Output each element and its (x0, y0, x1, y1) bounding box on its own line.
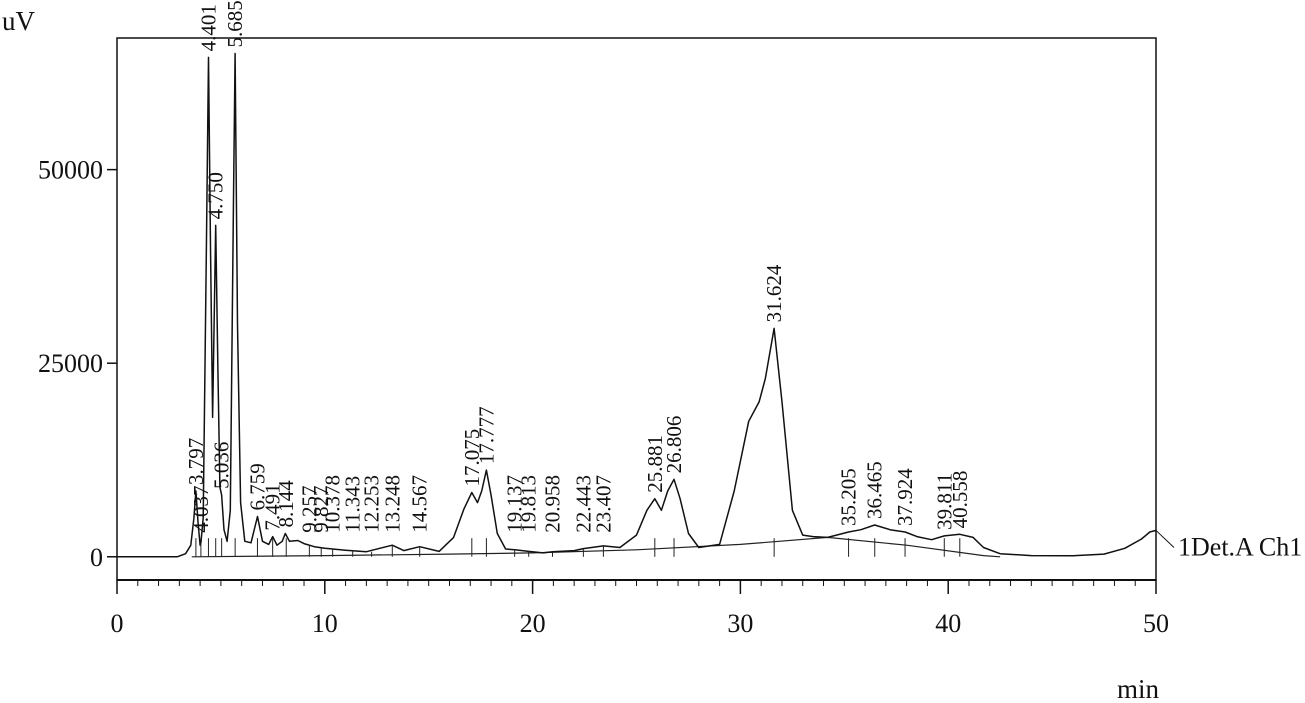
trace-label: 1Det.A Ch1 (1178, 532, 1302, 561)
peak-label: 11.343 (341, 476, 365, 533)
trace-label-leader (1155, 530, 1175, 548)
axis-ticks: 0 10 20 30 40 50 0 25000 50000 (38, 156, 1169, 638)
peak-label: 7.491 (261, 483, 285, 530)
peak-label: 12.253 (360, 475, 384, 533)
x-tick-label: 50 (1143, 609, 1169, 638)
peak-label: 4.401 (196, 4, 220, 51)
peak-label: 40.558 (948, 471, 972, 529)
peak-label: 6.759 (245, 463, 269, 510)
peak-label: 36.465 (863, 461, 887, 519)
y-tick-label: 50000 (38, 156, 103, 185)
peak-label: 35.205 (837, 468, 861, 526)
peak-label: 17.075 (460, 429, 484, 487)
x-tick-label: 30 (727, 609, 753, 638)
peak-label: 17.777 (474, 406, 498, 464)
y-tick-label: 25000 (38, 349, 103, 378)
peak-label: 23.407 (591, 475, 615, 533)
peak-label: 14.567 (408, 475, 432, 533)
peak-label: 20.958 (541, 475, 565, 533)
signal-trace (117, 52, 1157, 558)
x-tick-label: 10 (312, 609, 338, 638)
peak-label: 5.036 (210, 442, 234, 489)
x-axis-unit: min (1117, 674, 1160, 703)
x-tick-label: 20 (520, 609, 546, 638)
peak-label: 8.144 (274, 480, 298, 528)
peak-label: 4.037 (189, 486, 213, 533)
y-axis-unit: uV (2, 6, 36, 36)
peak-label: 25.881 (643, 435, 667, 493)
peak-label: 37.924 (893, 468, 917, 526)
integration-baseline (191, 536, 1001, 558)
peak-label: 4.750 (204, 172, 228, 219)
traces (117, 52, 1157, 558)
peak-label: 19.137 (503, 475, 527, 533)
peak-label: 3.797 (184, 438, 208, 485)
peak-label: 5.685 (223, 0, 247, 47)
x-tick-label: 0 (111, 609, 124, 638)
peak-label: 26.806 (662, 416, 686, 474)
x-tick-label: 40 (935, 609, 961, 638)
peak-label: 22.443 (571, 475, 595, 533)
peak-label: 19.813 (517, 475, 541, 533)
peak-label: 9.257 (297, 486, 321, 533)
peak-label: 31.624 (762, 264, 786, 322)
trace-legend: 1Det.A Ch1 (1155, 530, 1302, 561)
peak-label: 10.378 (321, 475, 345, 533)
peak-label: 9.827 (309, 486, 333, 533)
peak-label: 13.248 (380, 475, 404, 533)
peak-label: 39.811 (932, 473, 956, 530)
y-tick-label: 0 (90, 543, 103, 572)
